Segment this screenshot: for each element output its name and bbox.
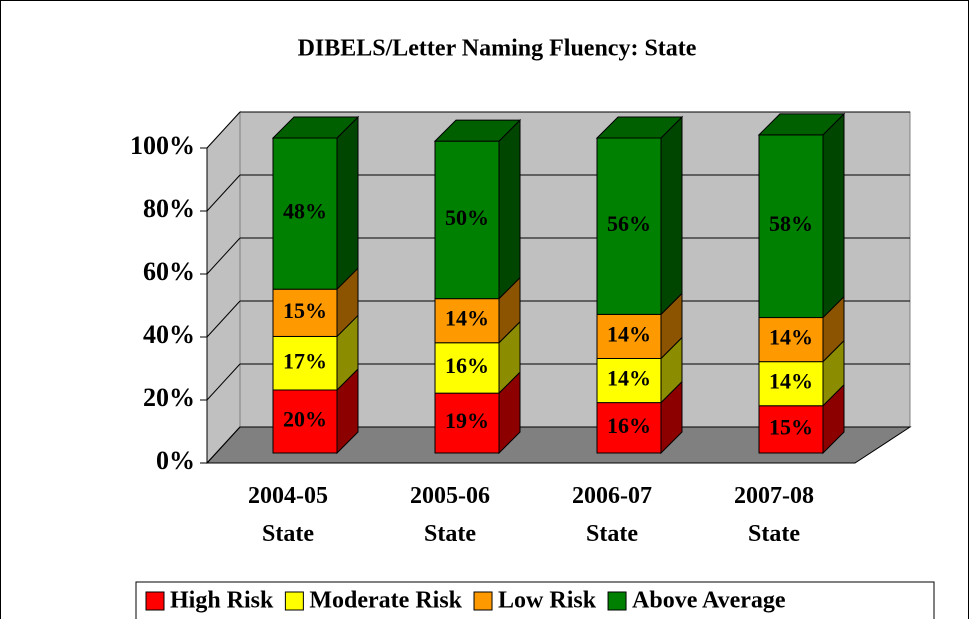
bar-top [433,119,522,142]
data-label: 48% [283,199,327,224]
grid-line [206,300,241,338]
bar-segment [434,342,500,394]
grid-line [206,426,241,464]
legend-items: High Risk Moderate Risk Low Risk Above Aver… [145,588,786,614]
data-label: 19% [445,408,489,433]
data-label: 15% [283,298,327,323]
bar-segment [272,335,338,391]
data-label: 14% [607,321,651,346]
data-label: 16% [607,413,651,438]
grid-line [206,237,241,275]
bar-segment [272,137,338,290]
bar-segment [596,137,662,315]
side-wall [206,110,241,465]
y-tick-label: 0% [156,446,195,475]
y-tick-label: 40% [143,320,195,349]
bar-side [822,112,845,319]
x-tick-label: 2006-07 State [572,483,652,547]
legend-label: Low Risk [498,588,597,614]
data-label: 17% [283,348,327,373]
bar-top [595,116,684,139]
legend-label: High Risk [170,588,274,614]
plot-area: 0% 20% 40% 60% 80% 100% 2004-05 State 20% 17% 15% 4… [130,110,912,547]
data-label: 58% [769,211,813,236]
bar-side [498,118,521,300]
data-label: 50% [445,205,489,230]
y-tick-label: 60% [143,257,195,286]
legend-swatch [145,591,165,611]
bar-segment [272,389,338,454]
x-tick-label: 2004-05 State [248,483,328,547]
grid-line [206,111,241,149]
y-tick-label: 100% [130,131,195,160]
data-label: 15% [769,414,813,439]
y-tick-label: 80% [143,194,195,223]
bar-segment [758,361,824,407]
legend-swatch [284,591,304,611]
grid-line [206,363,241,401]
bar-segment [596,358,662,404]
bar-top [271,116,360,139]
bar-segment [596,402,662,454]
data-label: 20% [283,407,327,432]
data-label: 14% [769,369,813,394]
bar-side [336,115,359,291]
bar-top [757,113,846,136]
data-label: 14% [607,366,651,391]
data-label: 14% [769,325,813,350]
grid-line [206,174,241,212]
bar-segment [272,288,338,337]
data-label: 56% [607,211,651,236]
bar-segment [596,313,662,359]
legend-swatch [607,591,627,611]
y-tick-label: 20% [143,383,195,412]
legend-label: Above Average [632,588,786,614]
legend [135,581,935,619]
bar-side [660,115,683,316]
data-label: 14% [445,306,489,331]
bar-segment [434,392,500,454]
bar-segment [758,134,824,319]
chart-title: DIBELS/Letter Naming Fluency: State [298,36,697,62]
bar-segment [434,298,500,344]
x-tick-label: 2007-08 State [734,483,814,547]
x-tick-label: 2005-06 State [410,483,490,547]
data-label: 16% [445,353,489,378]
legend-label: Moderate Risk [309,588,462,614]
legend-swatch [473,591,493,611]
